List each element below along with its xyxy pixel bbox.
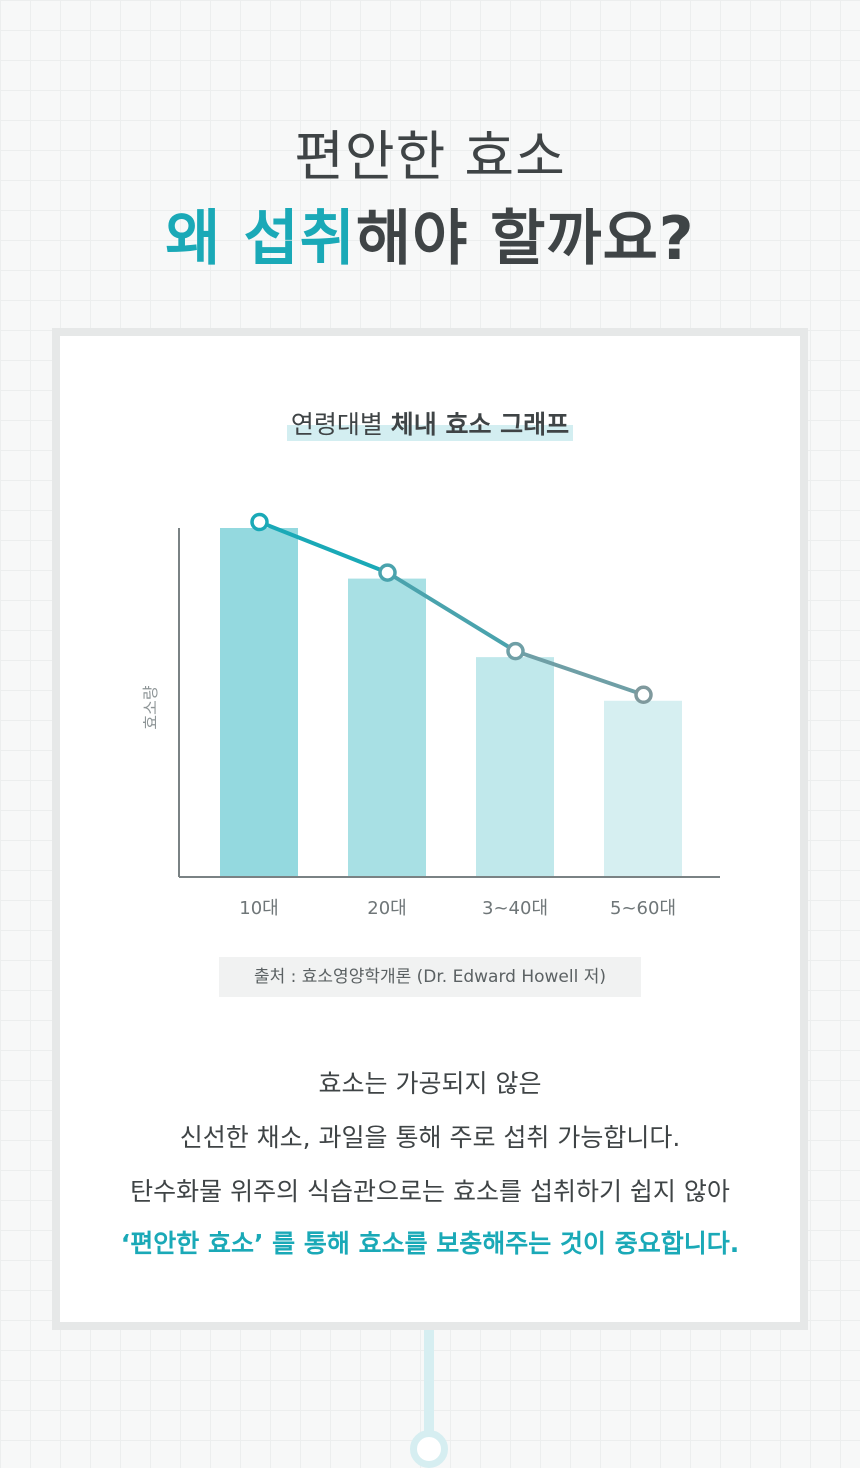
data-point-marker [250,512,269,532]
connector-line [424,1330,434,1435]
body-line-2: 신선한 채소, 과일을 통해 주로 섭취 가능합니다. [179,1123,681,1152]
trend-line-segment [257,520,390,575]
x-tick-label: 5~60대 [610,898,676,919]
source-caption: 출처 : 효소영양학개론 (Dr. Edward Howell 저) [219,957,641,997]
bar-3 [476,657,554,877]
chart-title-wrap: 연령대별 체내 효소 그래프 [0,405,860,441]
connector-dot [410,1430,448,1468]
x-tick-label: 10대 [239,898,278,919]
bar-4 [604,700,682,877]
bar-2 [348,578,426,877]
x-tick-label: 3~40대 [482,898,548,919]
data-point-marker [378,563,397,582]
page-title: 편안한 효소 [294,125,566,188]
bar-1 [220,528,298,877]
data-point-marker [506,641,525,661]
y-axis-label: 효소량 [141,685,160,729]
trend-line-segment [513,649,646,697]
chart-title-normal: 연령대별 [290,410,391,439]
x-tick-label: 20대 [367,898,406,919]
subtitle-accent: 왜 섭취 [165,204,356,274]
subtitle-rest: 해야 할까요? [355,204,695,274]
page-subtitle: 왜 섭취해야 할까요? [0,190,860,277]
chart-title-bold: 체내 효소 그래프 [390,410,570,439]
body-line-3: 탄수화물 위주의 식습관으로는 효소를 섭취하기 쉽지 않아 [130,1177,730,1206]
chart-title: 연령대별 체내 효소 그래프 [286,405,574,441]
body-line-1: 효소는 가공되지 않은 [318,1069,542,1098]
trend-line-segment [385,570,518,654]
body-line-4: ‘편안한 효소’ 를 통해 효소를 보충해주는 것이 중요합니다. [120,1229,740,1258]
enzyme-chart: 효소량 10대 20대 3~40대 5~60대 [141,512,720,919]
data-point-marker [634,685,653,705]
